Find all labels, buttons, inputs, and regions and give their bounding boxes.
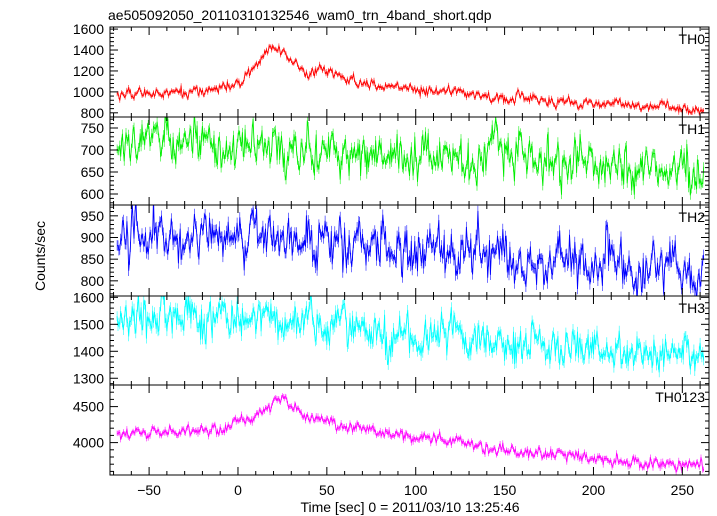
y-tick-label: 1400: [73, 343, 104, 359]
y-tick-label: 1000: [73, 84, 104, 100]
y-tick-label: 800: [81, 273, 105, 289]
y-tick-label: 4500: [73, 399, 104, 415]
x-axis-label: Time [sec] 0 = 2011/03/10 13:25:46: [300, 499, 519, 515]
y-tick-label: 700: [81, 142, 105, 158]
panel-frame: [109, 116, 710, 206]
panel-th0123: 4000 4500 TH0123: [73, 384, 710, 476]
x-tick-label: 50: [319, 482, 335, 498]
data-line: [116, 44, 704, 115]
y-tick-label: 1600: [73, 21, 104, 37]
series-th2: [116, 205, 705, 296]
chart-title: ae505092050_20110310132546_wam0_trn_4ban…: [108, 7, 492, 23]
x-tick-label: −50: [137, 482, 161, 498]
y-tick-label: 1200: [73, 63, 104, 79]
x-tick-label: 0: [234, 482, 242, 498]
panel-label: TH2: [679, 209, 706, 225]
x-ticks-th3: [113, 296, 701, 385]
error-bars: [116, 205, 704, 296]
y-axis-th1: 600 650 700 750: [81, 118, 709, 204]
data-line: [116, 117, 705, 196]
data-line: [116, 394, 705, 473]
y-tick-label: 1400: [73, 42, 104, 58]
series-th0123: [116, 393, 705, 475]
panel-th1: 600 650 700 750 TH1: [81, 116, 710, 206]
panel-th3: 1300 1400 1500 1600 TH3: [73, 289, 710, 386]
y-tick-label: 650: [81, 164, 105, 180]
panel-label: TH3: [679, 300, 706, 316]
y-tick-label: 800: [81, 105, 105, 121]
panel-frame: [109, 26, 710, 118]
y-tick-label: 1300: [73, 370, 104, 386]
x-ticks-th0123: [113, 385, 701, 475]
panel-label: TH1: [679, 121, 706, 137]
y-tick-label: 600: [81, 186, 105, 202]
x-tick-label: 250: [671, 482, 695, 498]
y-tick-label: 950: [81, 208, 105, 224]
panel-frame: [109, 384, 710, 476]
series-th3: [116, 296, 705, 378]
data-line: [116, 205, 705, 296]
panel-th2: 800 850 900 950 TH2: [81, 204, 710, 297]
panel-label: TH0123: [655, 389, 705, 405]
y-tick-label: 850: [81, 251, 105, 267]
x-tick-label: 150: [493, 482, 517, 498]
y-tick-label: 750: [81, 120, 105, 136]
error-bars: [116, 43, 704, 116]
panel-label: TH0: [679, 31, 706, 47]
series-th0: [116, 43, 704, 116]
y-tick-label: 4000: [73, 435, 104, 451]
x-ticks-th0: [113, 27, 701, 117]
x-ticks-th1: [113, 117, 701, 205]
y-tick-label: 900: [81, 230, 105, 246]
x-ticks-th2: [113, 205, 701, 296]
y-axis-th0: 800 1000 1200 1400 1600: [73, 21, 709, 121]
x-axis-tick-labels: −50 0 50 100 150 200 250: [137, 482, 694, 498]
y-axis-label: Counts/sec: [32, 221, 48, 291]
y-tick-label: 1500: [73, 316, 104, 332]
y-axis-th0123: 4000 4500: [73, 384, 709, 472]
x-tick-label: 100: [404, 482, 428, 498]
panel-th0: 800 1000 1200 1400 1600 TH0: [73, 21, 710, 121]
y-tick-label: 1600: [73, 289, 104, 305]
x-tick-label: 200: [582, 482, 606, 498]
data-line: [116, 296, 705, 373]
y-axis-th3: 1300 1400 1500 1600: [73, 289, 709, 386]
y-axis-th2: 800 850 900 950: [81, 206, 709, 295]
series-th1: [116, 117, 705, 200]
